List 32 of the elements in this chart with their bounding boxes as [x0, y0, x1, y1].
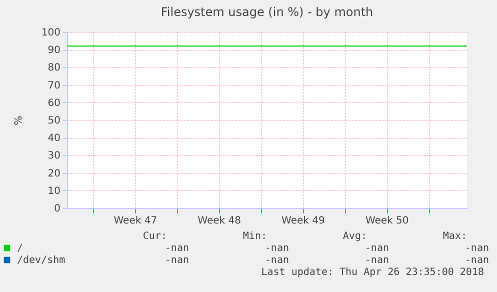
text: Min:	[242, 231, 267, 242]
text: Cur:	[142, 231, 167, 242]
text: Last update: Thu Apr 26 23:35:00 2018	[261, 267, 484, 278]
y-tick-label: 80	[48, 62, 60, 74]
legend-label: /dev/shm	[17, 255, 66, 266]
text: -nan	[464, 243, 489, 254]
text: -nan	[264, 243, 289, 254]
y-tick-label: 40	[48, 133, 60, 144]
x-tick-label: Week 48	[198, 216, 241, 226]
text: Avg:	[342, 231, 367, 242]
x-tick-label: Week 50	[365, 216, 409, 226]
y-tick-label: 60	[48, 98, 60, 109]
text: -nan	[164, 255, 189, 266]
text: -nan	[364, 255, 389, 266]
y-tick-label: 100	[41, 28, 60, 38]
text: -nan	[264, 255, 289, 266]
text: Max:	[442, 231, 467, 242]
y-tick-label: 70	[48, 80, 60, 92]
text: -nan	[164, 243, 189, 254]
text: -nan	[464, 255, 489, 266]
y-tick-label: 30	[48, 150, 60, 162]
y-tick-label: 20	[48, 168, 60, 180]
y-tick-label: 50	[48, 116, 60, 126]
y-tick-label: 10	[48, 186, 60, 197]
y-tick-label: 90	[48, 45, 60, 56]
x-tick-label: Week 49	[282, 216, 325, 226]
x-tick-label: Week 47	[114, 216, 158, 226]
y-axis-title: %	[13, 116, 24, 126]
legend-label: /	[17, 243, 24, 254]
text: -nan	[364, 243, 389, 254]
y-tick-label: 0	[54, 204, 60, 214]
chart-title: Filesystem usage (in %) - by month	[160, 5, 374, 19]
